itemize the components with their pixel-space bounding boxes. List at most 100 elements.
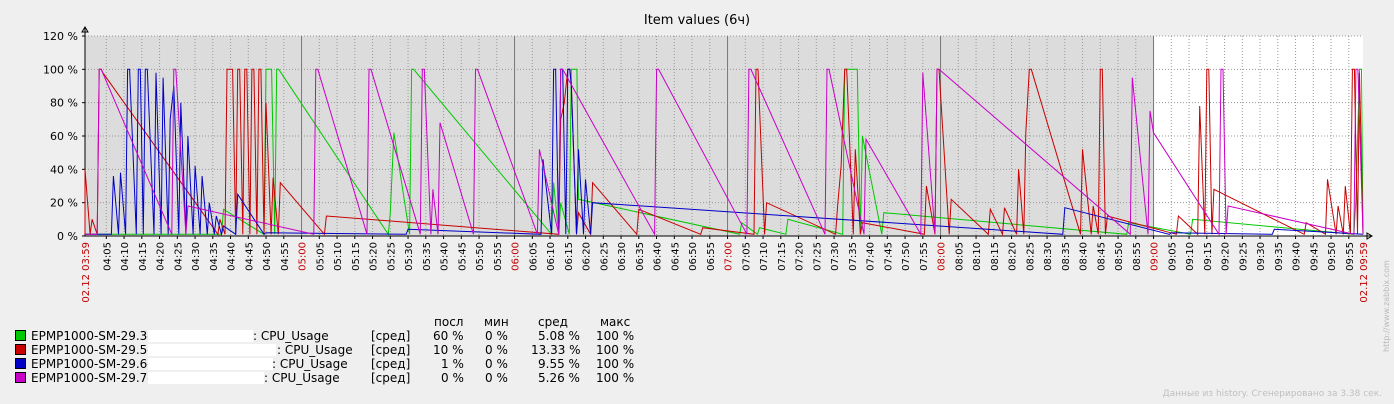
series-line <box>84 68 1364 237</box>
legend-func: [сред] <box>371 329 411 343</box>
legend-max: 100 % <box>596 329 635 343</box>
x-tick-label: 08:55 <box>1132 242 1143 271</box>
y-tick-label: 120 % <box>43 30 78 43</box>
x-tick-label: 07:30 <box>830 242 841 271</box>
x-tick-label: 08:45 <box>1096 242 1107 271</box>
series-line <box>85 68 1364 237</box>
x-tick-label: 09:30 <box>1256 242 1267 271</box>
legend-max: 100 % <box>596 371 635 385</box>
x-tick-label: 07:20 <box>795 242 806 271</box>
legend-item-key: : CPU_Usage <box>253 329 329 343</box>
x-tick-label: 06:30 <box>617 242 628 271</box>
x-tick-label: 08:30 <box>1043 242 1054 271</box>
legend-max: 100 % <box>596 343 635 357</box>
x-tick-label: 05:25 <box>386 242 397 271</box>
x-tick-label: 06:05 <box>528 242 539 271</box>
legend-host-name: EPMP1000-SM-29.3- <box>31 329 152 343</box>
series-line <box>85 68 1364 237</box>
legend-min: 0 % <box>485 343 508 357</box>
x-axis-arrow <box>1366 232 1373 240</box>
x-tick-label: 04:15 <box>138 242 149 271</box>
legend-swatch <box>15 358 26 369</box>
x-tick-label: 06:55 <box>706 242 717 271</box>
legend-header-avg: сред <box>538 315 568 329</box>
legend-header-max: макс <box>600 315 631 329</box>
x-tick-label: 04:50 <box>262 242 273 271</box>
y-tick-label: 20 % <box>50 197 78 210</box>
chart-title: Item values (6ч) <box>644 13 750 28</box>
x-tick-label: 07:50 <box>901 242 912 271</box>
x-tick-label: 08:00 <box>937 242 948 271</box>
x-tick-label: 05:20 <box>369 242 380 271</box>
x-tick-label: 04:30 <box>191 242 202 271</box>
x-tick-label: 09:40 <box>1292 242 1303 271</box>
x-tick-label: 09:45 <box>1309 242 1320 271</box>
x-tick-label: 05:35 <box>422 242 433 271</box>
x-tick-label: 04:45 <box>244 242 255 271</box>
legend-avg: 9.55 % <box>538 357 580 371</box>
x-tick-label: 04:40 <box>227 242 238 271</box>
y-tick-label: 40 % <box>50 163 78 176</box>
legend-func: [сред] <box>371 357 411 371</box>
series-line <box>85 68 1364 236</box>
redacted-block <box>148 358 273 370</box>
x-tick-label: 04:05 <box>102 242 113 271</box>
legend-min: 0 % <box>485 329 508 343</box>
x-tick-label: 04:35 <box>209 242 220 271</box>
x-tick-label: 08:15 <box>990 242 1001 271</box>
x-tick-label: 07:25 <box>812 242 823 271</box>
x-tick-label: 09:55 <box>1345 242 1356 271</box>
legend-swatch <box>15 330 26 341</box>
x-tick-label: 05:05 <box>315 242 326 271</box>
legend-swatch <box>15 344 26 355</box>
x-tick-label: 07:45 <box>883 242 894 271</box>
x-tick-label: 08:25 <box>1025 242 1036 271</box>
x-tick-label: 09:15 <box>1203 242 1214 271</box>
x-tick-label: 06:40 <box>653 242 664 271</box>
x-tick-label: 06:15 <box>564 242 575 271</box>
footer-note: Данные из history. Сгенерировано за 3.38… <box>1162 389 1382 399</box>
x-tick-label: 05:30 <box>404 242 415 271</box>
y-tick-label: 80 % <box>50 97 78 110</box>
legend-host-name: EPMP1000-SM-29.6- <box>31 357 152 371</box>
x-tick-label: 07:55 <box>919 242 930 271</box>
x-tick-label: 09:50 <box>1327 242 1338 271</box>
redacted-block <box>148 330 253 342</box>
legend-avg: 13.33 % <box>531 343 581 357</box>
x-tick-label: 05:45 <box>457 242 468 271</box>
x-tick-label: 09:35 <box>1274 242 1285 271</box>
redacted-block <box>148 372 264 384</box>
x-tick-label: 04:10 <box>120 242 131 271</box>
legend-func: [сред] <box>371 371 411 385</box>
redacted-block <box>148 344 276 356</box>
legend-min: 0 % <box>485 357 508 371</box>
x-tick-label: 04:55 <box>280 242 291 271</box>
x-tick-label: 08:50 <box>1114 242 1125 271</box>
x-tick-label: 09:10 <box>1185 242 1196 271</box>
legend-header-min: мин <box>484 315 509 329</box>
legend-last: 10 % <box>433 343 464 357</box>
legend-min: 0 % <box>485 371 508 385</box>
x-tick-label: 06:50 <box>688 242 699 271</box>
y-tick-label: 60 % <box>50 130 78 143</box>
legend-header-last: посл <box>434 315 464 329</box>
x-tick-label: 07:10 <box>759 242 770 271</box>
legend-max: 100 % <box>596 357 635 371</box>
x-tick-label: 06:45 <box>670 242 681 271</box>
x-tick-label: 05:10 <box>333 242 344 271</box>
legend-swatch <box>15 372 26 383</box>
x-tick-label: 08:35 <box>1061 242 1072 271</box>
x-tick-label: 08:10 <box>972 242 983 271</box>
x-tick-label: 07:40 <box>866 242 877 271</box>
x-tick-label: 09:25 <box>1238 242 1249 271</box>
x-tick-label: 05:15 <box>351 242 362 271</box>
legend-item-key: : CPU_Usage <box>277 343 353 357</box>
legend-func: [сред] <box>371 343 411 357</box>
legend-host-name: EPMP1000-SM-29.7- <box>31 371 152 385</box>
legend-avg: 5.26 % <box>538 371 580 385</box>
y-tick-label: 100 % <box>43 63 78 76</box>
x-tick-label: 05:50 <box>475 242 486 271</box>
x-tick-label: 08:40 <box>1079 242 1090 271</box>
x-tick-label: 08:20 <box>1008 242 1019 271</box>
